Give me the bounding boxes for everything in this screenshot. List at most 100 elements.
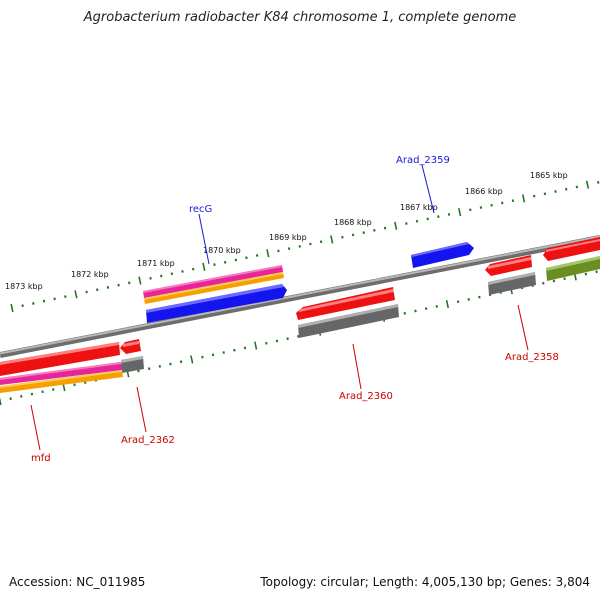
callout-lines bbox=[30, 164, 529, 451]
feature-arad2362-gray-shade bbox=[121, 356, 143, 363]
outer-ring-minor-tick bbox=[533, 194, 536, 198]
feature-mfd-red[interactable] bbox=[0, 342, 120, 376]
map-title: Agrobacterium radiobacter K84 chromosome… bbox=[83, 10, 517, 25]
outer-ring-major-tick bbox=[74, 290, 78, 299]
feature-right-olive[interactable] bbox=[546, 256, 600, 281]
inner-ring-minor-tick bbox=[169, 362, 172, 366]
inner-ring-minor-tick bbox=[414, 309, 417, 313]
feature-arad2359[interactable] bbox=[411, 242, 474, 268]
outer-ring-major-tick bbox=[458, 207, 462, 217]
inner-ring-minor-tick bbox=[297, 334, 300, 338]
feature-right-olive-shade bbox=[546, 256, 600, 271]
outer-ring-minor-tick bbox=[554, 190, 557, 193]
feature-arad2358-gray[interactable] bbox=[488, 272, 536, 295]
tick-label-1867: 1867 kbp bbox=[400, 203, 438, 212]
feature-arad2359-shade bbox=[411, 242, 469, 257]
outer-ring-minor-tick bbox=[511, 199, 515, 203]
tick-label-1868: 1868 kbp bbox=[334, 218, 372, 227]
inner-ring-minor-tick bbox=[552, 279, 556, 283]
feature-recG-blue[interactable] bbox=[146, 284, 287, 323]
inner-ring-minor-tick bbox=[147, 367, 151, 371]
inner-ring-minor-tick bbox=[9, 397, 12, 401]
reverse-features bbox=[0, 255, 600, 393]
genome-summary-text: Topology: circular; Length: 4,005,130 bp… bbox=[260, 575, 590, 589]
outer-ring-minor-tick bbox=[117, 283, 120, 287]
label-recG[interactable]: recG bbox=[189, 204, 212, 215]
outer-ring-minor-tick bbox=[501, 201, 504, 205]
outer-ring-minor-tick bbox=[106, 286, 110, 289]
tick-label-1865: 1865 kbp bbox=[530, 171, 568, 180]
feature-mfd-magenta-shade bbox=[0, 362, 121, 380]
genome-backbone-highlight bbox=[0, 235, 600, 355]
outer-ring-minor-tick bbox=[287, 247, 291, 251]
outer-ring-minor-tick bbox=[309, 242, 312, 246]
inner-ring-minor-tick bbox=[542, 281, 545, 285]
inner-ring-minor-tick bbox=[41, 390, 44, 394]
callout-recG bbox=[198, 213, 210, 265]
outer-ring-minor-tick bbox=[405, 222, 408, 225]
outer-ring-minor-tick bbox=[32, 302, 35, 305]
outer-ring-minor-tick bbox=[362, 231, 365, 235]
feature-arad2358-red-shade bbox=[488, 257, 531, 269]
inner-ring-major-tick bbox=[0, 397, 2, 406]
forward-features bbox=[143, 237, 600, 323]
feature-mfd-red-shade bbox=[0, 342, 119, 365]
label-arad2359[interactable]: Arad_2359 bbox=[396, 155, 450, 166]
feature-mfd-orange-shade bbox=[0, 370, 122, 388]
outer-ring-minor-tick bbox=[596, 181, 600, 184]
outer-ring-minor-tick bbox=[234, 258, 238, 262]
outer-ring-minor-tick bbox=[255, 254, 259, 257]
tick-label-1871: 1871 kbp bbox=[137, 259, 175, 268]
outer-ring-minor-tick bbox=[223, 260, 227, 264]
outer-ring-minor-tick bbox=[479, 206, 483, 209]
outer-ring-minor-tick bbox=[564, 187, 568, 191]
outer-ring-major-tick bbox=[330, 235, 334, 244]
outer-ring-minor-tick bbox=[298, 244, 301, 248]
outer-ring-major-tick bbox=[585, 180, 590, 189]
inner-ring-minor-tick bbox=[265, 341, 268, 345]
tick-label-1866: 1866 kbp bbox=[465, 187, 503, 196]
feature-arad2360-gray[interactable] bbox=[298, 304, 399, 338]
inner-ring-minor-tick bbox=[584, 272, 588, 276]
inner-ring-minor-tick bbox=[435, 304, 438, 308]
callout-arad2362 bbox=[136, 386, 147, 433]
feature-arad2358-gray-shade bbox=[488, 272, 535, 285]
outer-ring-minor-tick bbox=[319, 240, 323, 244]
inner-ring-minor-tick bbox=[563, 277, 566, 281]
outer-ring-minor-tick bbox=[53, 297, 56, 301]
outer-ring-major-tick bbox=[202, 262, 206, 271]
tick-label-1872: 1872 kbp bbox=[71, 270, 109, 279]
label-arad2362[interactable]: Arad_2362 bbox=[121, 435, 175, 446]
outer-ring-minor-tick bbox=[437, 215, 440, 219]
inner-ring-minor-tick bbox=[275, 339, 279, 343]
outer-ring-minor-tick bbox=[575, 185, 579, 189]
inner-ring-minor-tick bbox=[30, 392, 34, 396]
outer-ring-major-tick bbox=[10, 303, 14, 313]
feature-recG-magenta-shade bbox=[143, 265, 282, 293]
inner-ring-minor-tick bbox=[158, 364, 162, 368]
outer-ring-minor-tick bbox=[64, 295, 67, 298]
inner-ring-minor-tick bbox=[286, 337, 289, 341]
callout-arad2360 bbox=[352, 343, 362, 390]
feature-recG-blue-shade bbox=[146, 284, 284, 313]
outer-ring-major-tick bbox=[266, 249, 270, 258]
inner-ring-major-tick bbox=[190, 355, 194, 364]
label-arad2358[interactable]: Arad_2358 bbox=[505, 352, 559, 363]
inner-ring-minor-tick bbox=[478, 295, 481, 299]
tick-labels: 1865 kbp 1866 kbp 1867 kbp 1868 kbp 1869… bbox=[5, 171, 568, 291]
inner-ring-minor-tick bbox=[201, 355, 204, 359]
outer-ring-minor-tick bbox=[245, 256, 248, 260]
label-mfd[interactable]: mfd bbox=[31, 453, 51, 464]
outer-ring-minor-tick bbox=[128, 281, 131, 285]
inner-ring-minor-tick bbox=[52, 388, 55, 391]
outer-ring-minor-tick bbox=[96, 288, 99, 292]
outer-ring-minor-tick bbox=[415, 219, 419, 223]
inner-ring-minor-tick bbox=[137, 369, 140, 373]
gene-labels: recG Arad_2359 Arad_2358 Arad_2360 Arad_… bbox=[31, 155, 559, 464]
inner-ring-minor-tick bbox=[73, 383, 76, 387]
inner-ring-minor-tick bbox=[424, 307, 428, 311]
outer-ring-minor-tick bbox=[21, 304, 24, 308]
callout-arad2358 bbox=[517, 304, 529, 351]
inner-ring-minor-tick bbox=[243, 346, 247, 350]
label-arad2360[interactable]: Arad_2360 bbox=[339, 391, 393, 402]
